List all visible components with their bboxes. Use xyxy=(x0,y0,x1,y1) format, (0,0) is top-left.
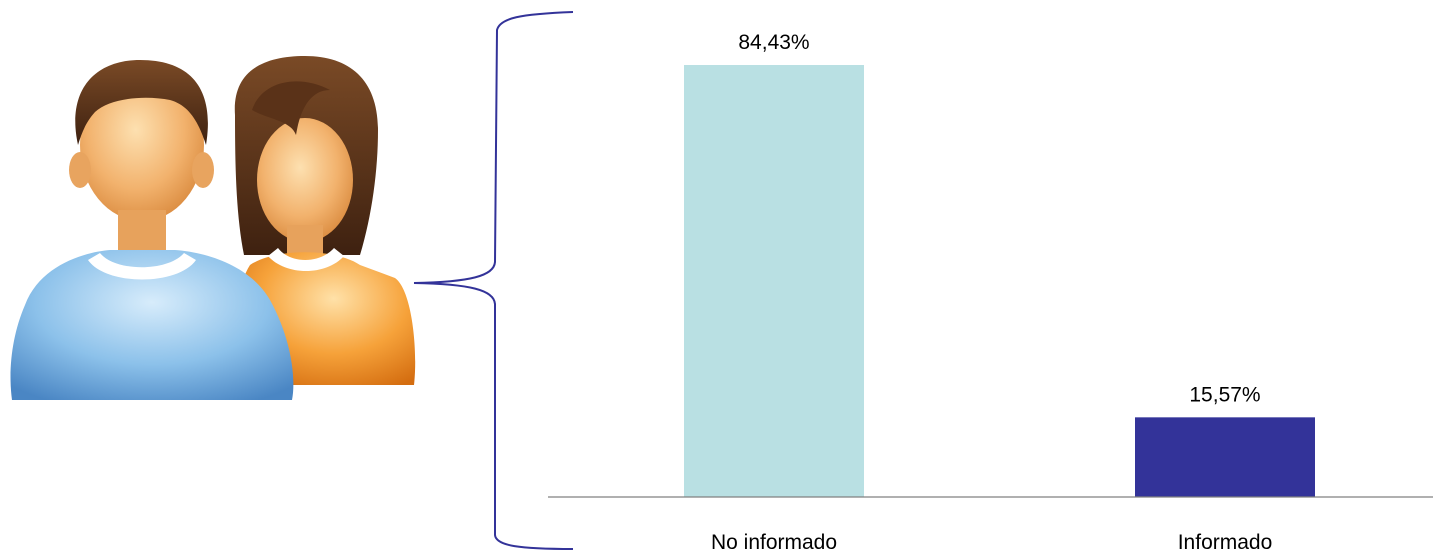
data-label: 84,43% xyxy=(738,31,809,54)
bars-layer xyxy=(684,65,1315,497)
bar-no-informado xyxy=(684,65,864,497)
x-tick-label: Informado xyxy=(1178,531,1273,552)
bar-informado xyxy=(1135,417,1315,497)
brace-connector xyxy=(413,11,574,550)
data-label: 15,57% xyxy=(1189,383,1260,406)
x-tick-label: No informado xyxy=(711,531,837,552)
labels-layer: 84,43% No informado 15,57% Informado xyxy=(711,31,1272,552)
bar-chart: 84,43% No informado 15,57% Informado xyxy=(548,31,1433,552)
man-figure xyxy=(10,60,294,400)
woman-figure xyxy=(234,56,416,385)
people-icon xyxy=(10,56,416,400)
